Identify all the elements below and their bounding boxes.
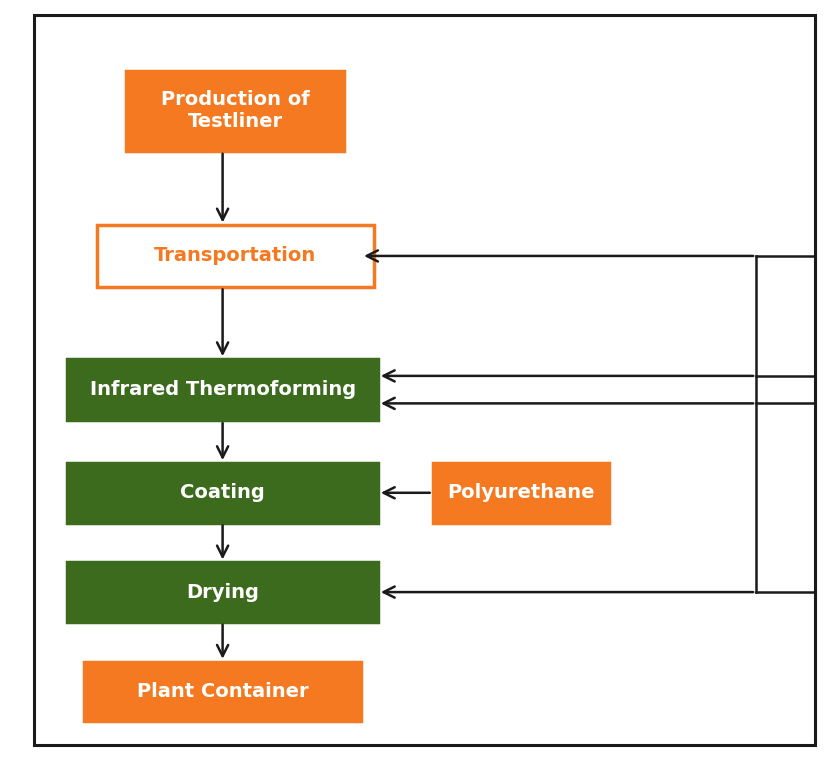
FancyBboxPatch shape	[67, 463, 378, 523]
FancyBboxPatch shape	[433, 463, 609, 523]
Text: Plant Container: Plant Container	[137, 682, 308, 701]
FancyBboxPatch shape	[97, 225, 374, 286]
Text: Drying: Drying	[186, 583, 259, 601]
Text: Transportation: Transportation	[154, 247, 317, 265]
FancyBboxPatch shape	[84, 662, 361, 721]
Text: Polyurethane: Polyurethane	[447, 484, 595, 502]
Text: Infrared Thermoforming: Infrared Thermoforming	[90, 380, 355, 399]
FancyBboxPatch shape	[67, 359, 378, 420]
Text: Production of
Testliner: Production of Testliner	[160, 90, 310, 131]
FancyBboxPatch shape	[67, 562, 378, 622]
Text: Coating: Coating	[181, 484, 265, 502]
FancyBboxPatch shape	[126, 71, 344, 151]
